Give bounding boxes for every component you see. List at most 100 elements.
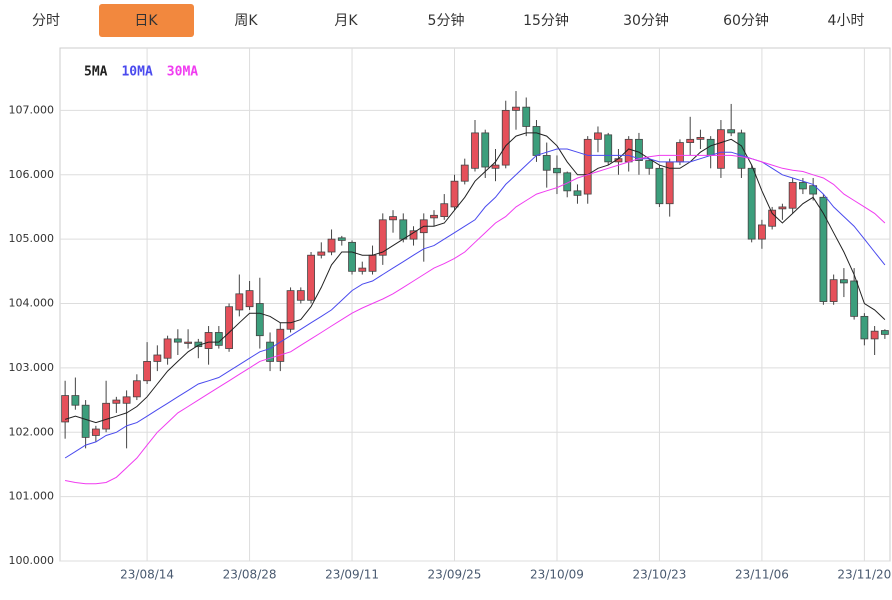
candle-body	[71, 395, 80, 406]
candle-body	[768, 209, 777, 227]
candle-body	[214, 332, 223, 346]
candle-body	[378, 219, 387, 256]
tab[interactable]: 15分钟	[523, 12, 569, 29]
y-tick-label: 107.000	[9, 103, 55, 116]
x-tick-label: 23/10/09	[530, 568, 584, 582]
candle-body	[471, 132, 479, 169]
y-tick-label: 101.000	[9, 490, 55, 503]
candle-body	[296, 290, 305, 301]
candle-body	[368, 254, 377, 272]
candle-body	[307, 254, 315, 301]
x-tick-label: 23/09/11	[325, 568, 379, 582]
candle-body	[245, 290, 254, 308]
candle-body	[676, 142, 684, 163]
candle-body	[839, 279, 848, 284]
candle-body	[143, 361, 151, 382]
candle-body	[604, 134, 613, 163]
legend-item: 5MA	[84, 65, 108, 80]
candle-body	[409, 230, 418, 240]
tab[interactable]: 60分钟	[723, 12, 769, 29]
ma-line	[65, 154, 886, 485]
legend-item: 10MA	[121, 65, 152, 80]
candle-body	[81, 404, 90, 438]
candle-body	[594, 132, 602, 140]
candle-body	[491, 164, 500, 169]
candle-body	[112, 399, 121, 404]
tab[interactable]: 分时	[32, 13, 60, 29]
candle-body	[450, 180, 459, 208]
candle-body	[91, 428, 100, 436]
candle-body	[102, 402, 111, 430]
candle-body	[337, 237, 346, 241]
candle-body	[266, 341, 274, 362]
candle-body	[819, 196, 828, 302]
x-tick-label: 23/11/06	[735, 568, 789, 582]
candle-body	[553, 167, 561, 174]
candle-body	[501, 109, 510, 166]
candle-body	[624, 138, 633, 163]
y-tick-label: 100.000	[9, 554, 55, 567]
y-tick-label: 102.000	[9, 425, 55, 438]
candle-body	[809, 185, 818, 195]
candle-body	[758, 224, 766, 240]
tab[interactable]: 日K	[134, 13, 158, 29]
x-tick-label: 23/08/28	[223, 568, 277, 582]
y-tick-label: 104.000	[9, 297, 55, 310]
candle-body	[327, 238, 336, 253]
candle-body	[778, 206, 787, 210]
ma-line	[64, 132, 886, 424]
candle-body	[522, 106, 531, 127]
candle-body	[829, 279, 838, 302]
candle-body	[860, 315, 869, 340]
candle-body	[727, 129, 736, 134]
candle-body	[204, 332, 213, 349]
candle-body	[717, 129, 725, 169]
x-tick-label: 23/10/23	[632, 568, 686, 582]
candle-body	[399, 219, 408, 240]
candle-body	[635, 138, 643, 161]
x-tick-label: 23/08/14	[120, 568, 174, 582]
candle-body	[358, 267, 367, 272]
y-tick-label: 105.000	[9, 232, 55, 245]
candle-body	[583, 138, 592, 195]
candle-body	[799, 182, 807, 190]
tab[interactable]: 30分钟	[623, 12, 669, 29]
candle-body	[880, 330, 889, 335]
candle-body	[132, 380, 141, 398]
tab[interactable]: 5分钟	[428, 12, 465, 29]
candle-body	[286, 290, 295, 330]
candle-body	[163, 338, 172, 359]
candle-body	[573, 190, 582, 196]
x-tick-label: 23/11/20	[837, 568, 891, 582]
candle-body	[389, 216, 397, 221]
candle-body	[870, 330, 879, 340]
active-tab	[99, 4, 194, 37]
candle-body	[747, 167, 756, 240]
candle-body	[460, 164, 469, 182]
candle-body	[655, 167, 664, 205]
tab[interactable]: 月K	[334, 13, 358, 29]
tab[interactable]: 周K	[234, 13, 258, 29]
candle-body	[184, 341, 192, 344]
candle-body	[122, 396, 131, 404]
candle-body	[225, 306, 233, 349]
candle-body	[532, 126, 541, 156]
x-tick-label: 23/09/25	[428, 568, 482, 582]
y-tick-label: 103.000	[9, 361, 55, 374]
candle-body	[430, 214, 438, 219]
candle-body	[276, 328, 285, 362]
candle-body	[61, 395, 70, 423]
candle-body	[348, 241, 356, 272]
candle-body	[850, 280, 859, 317]
candle-body	[440, 203, 449, 217]
candle-body	[317, 251, 326, 256]
candle-body	[686, 138, 695, 143]
tab[interactable]: 4小时	[828, 13, 865, 29]
y-tick-label: 106.000	[9, 168, 55, 181]
candle-body	[542, 155, 551, 171]
candle-body	[235, 293, 244, 311]
candle-body	[512, 106, 520, 111]
candle-body	[788, 182, 797, 209]
candle-body	[696, 137, 705, 140]
